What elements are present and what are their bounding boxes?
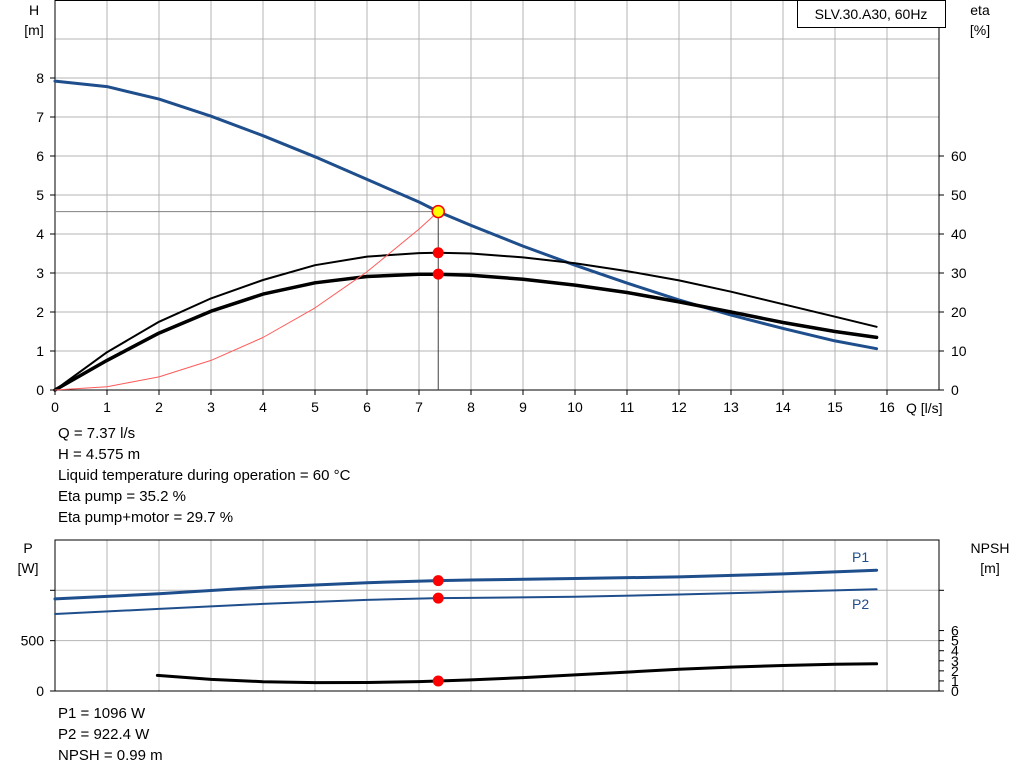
x-axis-label: Q [l/s] <box>906 400 943 416</box>
p-tick-label: 0 <box>36 683 44 699</box>
efficiency-marker <box>432 268 444 280</box>
p1-series-label: P1 <box>852 549 869 565</box>
npsh-tick-label: 4 <box>951 643 959 659</box>
npsh-tick-label: 5 <box>951 633 959 649</box>
head-readout: H = 4.575 m <box>58 446 141 463</box>
bottom-ticks <box>50 589 944 692</box>
x-tick-label: 5 <box>311 399 319 415</box>
y-tick-label: 2 <box>36 304 44 320</box>
y-tick-label: 8 <box>36 70 44 86</box>
x-tick-label: 8 <box>467 399 475 415</box>
x-tick-label: 1 <box>103 399 111 415</box>
power-series-line-2 <box>155 662 879 685</box>
power-marker <box>432 592 444 604</box>
x-tick-label: 4 <box>259 399 267 415</box>
power-series-line-0 <box>53 568 879 601</box>
chart-title: SLV.30.A30, 60Hz <box>815 6 928 22</box>
y2-axis-label: eta <box>970 2 990 18</box>
operating-info-top: Q = 7.37 l/s H = 4.575 m Liquid temperat… <box>58 423 350 528</box>
x-tick-label: 16 <box>879 399 895 415</box>
power-marker <box>432 675 444 687</box>
y-tick-label: 7 <box>36 109 44 125</box>
power-series-line-1 <box>54 588 878 615</box>
y2-tick-label: 0 <box>951 382 959 398</box>
y2-tick-label: 20 <box>951 304 967 320</box>
p1-readout: P1 = 1096 W <box>58 705 146 722</box>
npsh-tick-label: 6 <box>951 623 959 639</box>
series-line-2 <box>53 272 879 392</box>
x-tick-label: 15 <box>827 399 843 415</box>
series-line-0 <box>53 79 879 351</box>
x-tick-label: 11 <box>620 399 635 415</box>
power-marker <box>432 575 444 587</box>
x-tick-label: 14 <box>775 399 791 415</box>
bottom-grid <box>55 540 939 691</box>
npsh-tick-label: 1 <box>951 673 959 689</box>
npsh-axis-label: NPSH <box>971 540 1010 556</box>
y-tick-label: 4 <box>36 226 44 242</box>
title-box <box>797 0 946 28</box>
p-axis-unit: [W] <box>18 560 39 576</box>
y2-tick-label: 30 <box>951 265 967 281</box>
p-axis-label: P <box>23 540 32 556</box>
y2-tick-label: 60 <box>951 148 967 164</box>
p2-readout: P2 = 922.4 W <box>58 726 150 743</box>
npsh-tick-label: 2 <box>951 663 959 679</box>
y-tick-label: 6 <box>36 148 44 164</box>
y-tick-label: 1 <box>36 343 44 359</box>
x-tick-label: 0 <box>51 399 59 415</box>
eta-pump-motor-readout: Eta pump+motor = 29.7 % <box>58 509 234 526</box>
y2-tick-label: 50 <box>951 187 967 203</box>
npsh-tick-label: 3 <box>951 653 959 669</box>
flow-readout: Q = 7.37 l/s <box>58 425 136 442</box>
x-tick-label: 13 <box>723 399 739 415</box>
top-ticks <box>50 77 944 395</box>
operating-point-marker <box>431 204 445 219</box>
y-tick-label: 0 <box>36 382 44 398</box>
x-tick-label: 7 <box>415 399 423 415</box>
x-tick-label: 3 <box>207 399 215 415</box>
y-axis-unit: [m] <box>24 22 43 38</box>
y-tick-label: 3 <box>36 265 44 281</box>
p-tick-label: 500 <box>21 633 45 649</box>
y2-axis-unit: [%] <box>970 22 990 38</box>
y2-tick-label: 10 <box>951 343 967 359</box>
bottom-plot-frame <box>54 539 940 692</box>
head-efficiency-chart: 0 1 2 3 4 5 6 7 8 9 10 11 12 13 14 15 160123456780102030… <box>24 0 990 416</box>
x-tick-label: 2 <box>155 399 163 415</box>
x-tick-label: 9 <box>519 399 527 415</box>
operating-info-bottom: P1 = 1096 W P2 = 922.4 W NPSH = 0.99 m <box>58 703 163 766</box>
npsh-readout: NPSH = 0.99 m <box>58 747 163 764</box>
efficiency-marker <box>432 247 444 259</box>
y-tick-label: 5 <box>36 187 44 203</box>
series-line-3 <box>54 211 439 391</box>
x-tick-label: 12 <box>671 399 687 415</box>
liquid-temperature-readout: Liquid temperature during operation = 60… <box>58 467 351 484</box>
x-tick-label: 10 <box>567 399 583 415</box>
npsh-axis-unit: [m] <box>980 560 999 576</box>
x-tick-label: 6 <box>363 399 371 415</box>
top-grid <box>55 0 939 390</box>
eta-pump-readout: Eta pump = 35.2 % <box>58 488 186 505</box>
y2-tick-label: 40 <box>951 226 967 242</box>
y-axis-label: H <box>29 2 39 18</box>
p2-series-label: P2 <box>852 596 869 612</box>
npsh-tick-label: 0 <box>951 683 959 699</box>
series-line-1 <box>54 251 878 391</box>
